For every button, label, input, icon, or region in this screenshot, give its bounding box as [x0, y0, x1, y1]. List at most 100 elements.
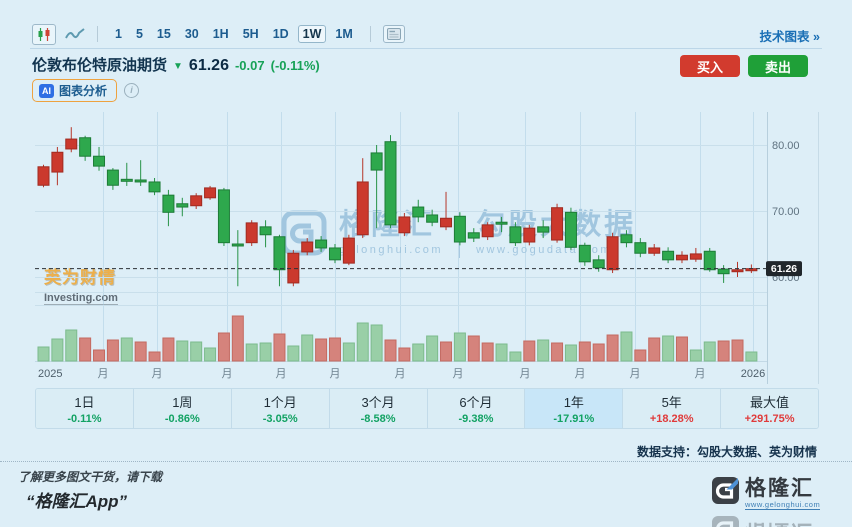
period-cell-3个月[interactable]: 3个月 -8.58% [328, 389, 427, 428]
volume-bar [384, 339, 397, 362]
interval-1h-button[interactable]: 1H [212, 27, 229, 41]
volume-bar [51, 338, 64, 362]
volume-bar [217, 332, 230, 362]
candle-body [231, 243, 244, 247]
volume-bar [204, 347, 217, 362]
interval-5h-button[interactable]: 5H [242, 27, 259, 41]
volume-bar [176, 340, 189, 362]
x-axis-label: 月 [395, 368, 406, 380]
gelonghui-logo-icon [712, 511, 739, 527]
candle-body [495, 221, 508, 225]
volume-bar [564, 344, 577, 362]
candle-body [634, 242, 647, 254]
period-cell-1日[interactable]: 1日 -0.11% [36, 389, 133, 428]
candle-body [551, 207, 564, 241]
candle-body [148, 181, 161, 193]
toolbar-divider [369, 26, 371, 42]
technical-chart-link[interactable]: 技术图表 » [760, 26, 820, 45]
candle-body [648, 247, 661, 254]
volume-bar [342, 342, 355, 362]
candle-body [592, 259, 605, 269]
interval-1-button[interactable]: 1 [115, 27, 122, 41]
period-cell-1周[interactable]: 1周 -0.86% [132, 389, 231, 428]
price-change-pct: (-0.11%) [270, 58, 320, 73]
volume-bar [315, 338, 328, 362]
candle-body [675, 254, 688, 261]
period-cell-6个月[interactable]: 6个月 -9.38% [426, 389, 525, 428]
candle-body [689, 253, 702, 260]
volume-bar [162, 337, 175, 362]
candle-body [328, 247, 341, 261]
candle-body [342, 237, 355, 264]
y-axis-label: 70.00 [772, 206, 800, 218]
chevron-right-icon: » [813, 30, 820, 44]
volume-bar [79, 337, 92, 362]
interval-30-button[interactable]: 30 [184, 27, 199, 41]
info-icon[interactable]: i [124, 83, 140, 98]
candle-body [356, 181, 369, 236]
volume-bar [120, 337, 133, 362]
volume-bar [301, 334, 314, 362]
logo-brand-text: 格隆汇 [745, 477, 814, 500]
candle-body [79, 137, 92, 157]
candlestick-view-icon[interactable] [32, 23, 56, 45]
volume-bar [245, 343, 258, 362]
candle-body [481, 224, 494, 238]
x-axis-label: 月 [222, 368, 233, 380]
interval-1m-button[interactable]: 1M [335, 27, 353, 41]
volume-bar [37, 346, 50, 362]
interval-5-button[interactable]: 5 [135, 27, 143, 41]
promo-text: 了解更多图文干货，请下载 [18, 470, 163, 484]
volume-bar [440, 341, 453, 362]
x-axis-label: 月 [330, 368, 341, 380]
volume-bar [287, 345, 300, 362]
candle-body [717, 268, 730, 275]
ai-chart-analysis-button[interactable]: AI 图表分析 [32, 79, 118, 102]
volume-bar [592, 343, 605, 362]
x-axis-label: 2025 [38, 368, 62, 380]
buy-button[interactable]: 买入 [680, 55, 740, 77]
volume-bar [523, 340, 536, 362]
volume-bar [662, 335, 675, 362]
last-price: 61.26 [188, 57, 229, 74]
x-axis-label: 月 [98, 368, 109, 380]
y-axis-label: 80.00 [772, 140, 800, 152]
interval-15-button[interactable]: 15 [156, 27, 171, 41]
period-cell-1个月[interactable]: 1个月 -3.05% [230, 389, 329, 428]
period-cell-5年[interactable]: 5年 +18.28% [622, 389, 721, 428]
candle-body [426, 214, 439, 223]
period-cell-最大值[interactable]: 最大值 +291.75% [720, 389, 818, 428]
gelonghui-logo-icon [712, 477, 739, 509]
candle-body [509, 226, 522, 244]
candle-body [176, 203, 189, 208]
volume-bar [495, 343, 508, 362]
trade-buttons: 买入 卖出 [680, 55, 808, 77]
candle-body [245, 222, 258, 244]
indicators-panel-icon[interactable] [382, 25, 405, 43]
volume-bar [675, 336, 688, 362]
volume-bar [273, 333, 286, 362]
volume-bar [481, 342, 494, 362]
candle-body [273, 236, 286, 271]
period-cell-1年[interactable]: 1年 -17.91% [524, 389, 623, 428]
sell-button[interactable]: 卖出 [748, 55, 808, 77]
promo-app-name: “格隆汇App” [26, 492, 128, 511]
ai-analysis-label: 图表分析 [59, 84, 108, 98]
line-view-icon[interactable] [65, 27, 85, 41]
data-support-note: 数据支持：勾股大数据、英为财情 [636, 445, 817, 459]
candle-body [731, 269, 744, 273]
price-down-arrow-icon: ▼ [173, 61, 183, 72]
interval-1w-button[interactable]: 1W [297, 25, 327, 43]
candle-body [93, 155, 106, 167]
x-axis-label: 月 [276, 368, 287, 380]
volume-bar [426, 335, 439, 362]
candle-body [662, 250, 675, 261]
volume-bar [620, 331, 633, 362]
instrument-name: 伦敦布伦特原油期货 [32, 57, 168, 74]
volume-bar [93, 349, 106, 362]
interval-1d-button[interactable]: 1D [272, 27, 289, 41]
volume-bar [467, 335, 480, 362]
gelonghui-watermark-icon [281, 210, 327, 256]
